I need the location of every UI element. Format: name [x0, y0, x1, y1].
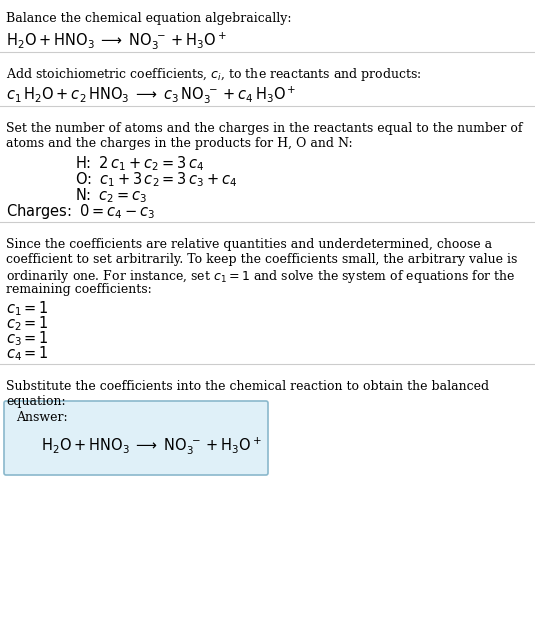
Text: $c_1 = 1$: $c_1 = 1$ [6, 299, 49, 318]
Text: $\mathrm{H_2O + HNO_3}\;\longrightarrow\;\mathrm{NO_3^{\ -} + H_3O^+}$: $\mathrm{H_2O + HNO_3}\;\longrightarrow\… [41, 435, 262, 457]
Text: H:$\;\;2\,c_1 + c_2 = 3\,c_4$: H:$\;\;2\,c_1 + c_2 = 3\,c_4$ [75, 154, 204, 173]
Text: ordinarily one. For instance, set $c_1 = 1$ and solve the system of equations fo: ordinarily one. For instance, set $c_1 =… [6, 268, 516, 285]
Text: O:$\;\;c_1 + 3\,c_2 = 3\,c_3 + c_4$: O:$\;\;c_1 + 3\,c_2 = 3\,c_3 + c_4$ [75, 170, 238, 189]
Text: $c_2 = 1$: $c_2 = 1$ [6, 314, 49, 333]
Text: $c_1\,\mathrm{H_2O} + c_2\,\mathrm{HNO_3}\;\longrightarrow\; c_3\,\mathrm{NO_3^{: $c_1\,\mathrm{H_2O} + c_2\,\mathrm{HNO_3… [6, 84, 296, 106]
Text: Substitute the coefficients into the chemical reaction to obtain the balanced: Substitute the coefficients into the che… [6, 380, 489, 393]
Text: coefficient to set arbitrarily. To keep the coefficients small, the arbitrary va: coefficient to set arbitrarily. To keep … [6, 253, 517, 266]
Text: remaining coefficients:: remaining coefficients: [6, 283, 152, 296]
Text: Balance the chemical equation algebraically:: Balance the chemical equation algebraica… [6, 12, 292, 25]
Text: Charges:$\;\;0 = c_4 - c_3$: Charges:$\;\;0 = c_4 - c_3$ [6, 202, 155, 221]
FancyBboxPatch shape [4, 401, 268, 475]
Text: Since the coefficients are relative quantities and underdetermined, choose a: Since the coefficients are relative quan… [6, 238, 492, 251]
Text: $c_3 = 1$: $c_3 = 1$ [6, 329, 49, 348]
Text: N:$\;\;c_2 = c_3$: N:$\;\;c_2 = c_3$ [75, 186, 148, 204]
Text: $c_4 = 1$: $c_4 = 1$ [6, 344, 49, 363]
Text: $\mathrm{H_2O + HNO_3}$$\;\longrightarrow\;$$\mathrm{NO_3^{\ -} + H_3O^+}$: $\mathrm{H_2O + HNO_3}$$\;\longrightarro… [6, 30, 227, 52]
Text: Add stoichiometric coefficients, $c_i$, to the reactants and products:: Add stoichiometric coefficients, $c_i$, … [6, 66, 422, 83]
Text: Answer:: Answer: [16, 411, 67, 424]
Text: equation:: equation: [6, 395, 66, 408]
Text: atoms and the charges in the products for H, O and N:: atoms and the charges in the products fo… [6, 137, 353, 150]
Text: Set the number of atoms and the charges in the reactants equal to the number of: Set the number of atoms and the charges … [6, 122, 523, 135]
